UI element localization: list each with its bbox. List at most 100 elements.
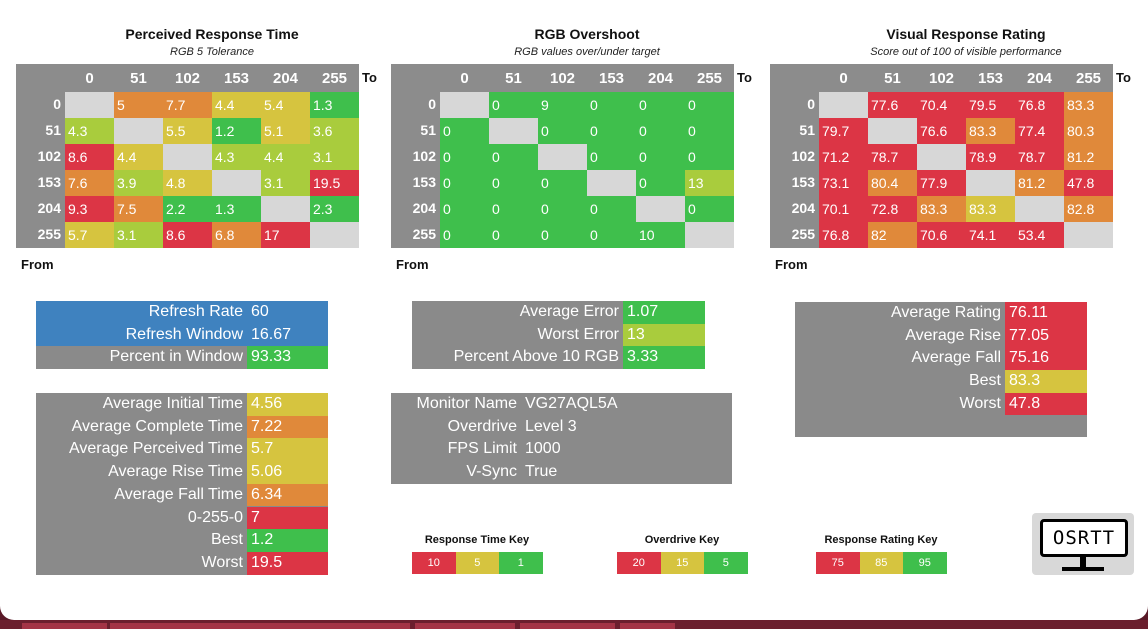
heatmap-cell: 5.4 [261,92,310,118]
stat-label-cell: Refresh Window [36,323,247,347]
stat-label-cell: Average Rating [795,302,1005,325]
heatmap-cell [261,196,310,222]
heatmap-cell: 78.9 [966,144,1015,170]
key-swatch: 5 [455,552,499,574]
heatmap-cell: 3.9 [114,170,163,196]
heatmap-cell: 70.1 [819,196,868,222]
heatmap-cell: 78.7 [868,144,917,170]
heatmap-cell: 70.4 [917,92,966,118]
stat-label: Average Initial Time [102,395,243,412]
heatmap-cell: 8.6 [65,144,114,170]
stat-value: 19.5 [247,551,328,575]
stat-label: Worst Error [537,325,619,343]
key-swatch: 20 [617,552,661,574]
row-header: 153 [791,174,815,190]
key-swatch: 5 [704,552,748,574]
heatmap-cell: 3.1 [310,144,359,170]
from-axis-label: From [775,257,808,272]
stat-label-cell: Percent Above 10 RGB [412,346,623,369]
heatmap-cell: 83.3 [917,196,966,222]
stat-value: 76.11 [1005,302,1087,325]
column-header: 204 [1026,70,1053,87]
heatmap-cell: 5 [114,92,163,118]
stat-label: Percent in Window [109,348,243,366]
column-header: 0 [85,70,94,87]
heatmap-cell: 78.7 [1015,144,1064,170]
heatmap-cell: 80.3 [1064,118,1113,144]
stat-label: Average Complete Time [71,417,243,435]
stat-label: Average Perceived Time [68,440,243,458]
heatmap-cell: 0 [685,118,734,144]
heatmap-cell: 77.9 [917,170,966,196]
stat-label-cell: Overdrive [391,416,521,439]
heatmap-cell: 0 [538,118,587,144]
heatmap-cell: 1.2 [212,118,261,144]
stat-label: Best [968,372,1001,390]
matrix-subtitle: Score out of 100 of visible performance [870,46,1062,58]
heatmap-cell [212,170,261,196]
heatmap-cell: 1.3 [212,196,261,222]
column-header: 153 [598,70,625,87]
heatmap-cell: 8.6 [163,222,212,248]
column-header: 204 [272,70,299,87]
stat-label-cell: Monitor Name [391,393,521,416]
heatmap-cell: 1.3 [310,92,359,118]
stat-label: Monitor Name [416,395,517,412]
heatmap-cell [1064,222,1113,248]
heatmap-cell [114,118,163,144]
heatmap-cell: 4.8 [163,170,212,196]
stat-label-cell: Worst Error [412,324,623,347]
column-header: 51 [884,70,901,87]
stat-label: V-Sync [466,463,517,481]
column-header: 255 [321,70,348,87]
heatmap-cell: 0 [489,92,538,118]
stat-label: Average Error [519,303,619,320]
stat-value: 1.2 [247,529,328,552]
column-header: 153 [977,70,1004,87]
rating-panel: Average Rating 76.11 Average Rise 77.05 Aver… [795,302,1087,437]
stat-label-cell: Best [795,370,1005,393]
monitor-panel: Monitor Name VG27AQL5A Overdrive Level 3 FPS… [391,393,732,484]
heatmap-cell: 82.8 [1064,196,1113,222]
column-header: 102 [174,70,201,87]
heatmap-cell [538,144,587,170]
heatmap-cell: 5.1 [261,118,310,144]
heatmap-cell: 81.2 [1015,170,1064,196]
stat-label: Average Rating [891,304,1001,321]
heatmap-cell: 4.4 [114,144,163,170]
heatmap-cell: 77.4 [1015,118,1064,144]
stat-label-cell: 0-255-0 [36,507,247,530]
heatmap-cell: 77.6 [868,92,917,118]
row-header: 0 [428,96,436,112]
heatmap-cell: 4.4 [261,144,310,170]
heatmap-cell: 53.4 [1015,222,1064,248]
stat-label: Average Rise Time [108,463,243,481]
heatmap-cell [685,222,734,248]
heatmap-grid: 0 51 102 153 204 255 0 51 102 153 204 255 0 9 0 0 0 0 0 0 0 0… [391,64,734,248]
heatmap-cell: 71.2 [819,144,868,170]
matrix-title: Visual Response Rating [886,26,1046,42]
row-header: 255 [37,226,61,242]
stat-value: 7 [247,506,328,530]
heatmap-cell: 13 [685,170,734,196]
heatmap-cell: 70.6 [917,222,966,248]
stat-label-cell: Average Perceived Time [36,438,247,461]
heatmap-cell: 2.3 [310,196,359,222]
stat-label: Worst [201,553,243,571]
stat-label-cell: FPS Limit [391,438,521,461]
heatmap-cell: 19.5 [310,170,359,196]
from-axis-label: From [21,257,54,272]
osrtt-logo: OSRTT [1032,513,1134,575]
matrix-subtitle: RGB values over/under target [514,46,660,58]
heatmap-cell: 0 [685,196,734,222]
heatmap-cell: 0 [636,170,685,196]
column-header: 51 [130,70,147,87]
heatmap-cell: 0 [440,170,489,196]
stat-label: Average Rise [905,326,1001,344]
heatmap-cell: 0 [636,118,685,144]
matrix-title: Perceived Response Time [125,26,299,42]
key-swatch: 75 [816,552,860,574]
stat-label-cell: Refresh Rate [36,301,247,324]
heatmap-cell [310,222,359,248]
stat-value: 75.16 [1005,347,1087,371]
